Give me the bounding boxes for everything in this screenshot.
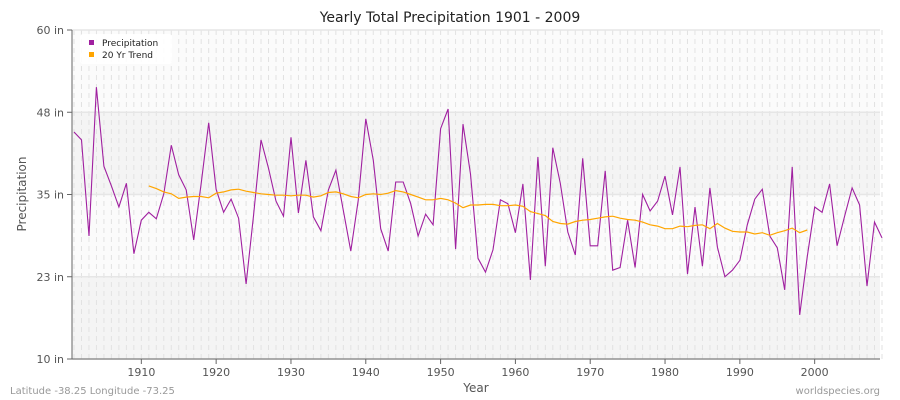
x-tick-label: 1930 bbox=[277, 366, 305, 379]
x-tick-label: 1940 bbox=[352, 366, 380, 379]
x-tick-label: 1990 bbox=[726, 366, 754, 379]
legend-swatch-trend bbox=[89, 52, 94, 57]
y-tick-label: 60 in bbox=[36, 24, 64, 37]
footer-coords: Latitude -38.25 Longitude -73.25 bbox=[10, 386, 175, 397]
grid-band bbox=[72, 30, 880, 113]
x-tick-label: 1980 bbox=[651, 366, 679, 379]
y-tick-label: 48 in bbox=[36, 106, 64, 119]
x-axis-label: Year bbox=[462, 381, 488, 395]
y-tick-label: 23 in bbox=[36, 271, 64, 284]
footer-source: worldspecies.org bbox=[796, 386, 880, 397]
x-tick-label: 1970 bbox=[576, 366, 604, 379]
x-tick-label: 1920 bbox=[202, 366, 230, 379]
x-tick-label: 1950 bbox=[427, 366, 455, 379]
x-tick-label: 1960 bbox=[501, 366, 529, 379]
x-tick-label: 1910 bbox=[127, 366, 155, 379]
chart-title: Yearly Total Precipitation 1901 - 2009 bbox=[319, 10, 581, 26]
y-tick-label: 35 in bbox=[36, 189, 64, 202]
grid-band bbox=[72, 276, 880, 359]
trend-line bbox=[148, 185, 808, 236]
legend-label-precipitation: Precipitation bbox=[102, 39, 158, 49]
grid-band bbox=[72, 112, 880, 195]
legend-swatch-precipitation bbox=[89, 40, 94, 45]
precipitation-line bbox=[73, 87, 883, 315]
y-tick-label: 10 in bbox=[36, 353, 64, 366]
x-tick-label: 2000 bbox=[801, 366, 829, 379]
legend: Precipitation 20 Yr Trend bbox=[80, 34, 172, 64]
legend-label-trend: 20 Yr Trend bbox=[102, 51, 153, 61]
y-axis-label: Precipitation bbox=[15, 156, 29, 231]
